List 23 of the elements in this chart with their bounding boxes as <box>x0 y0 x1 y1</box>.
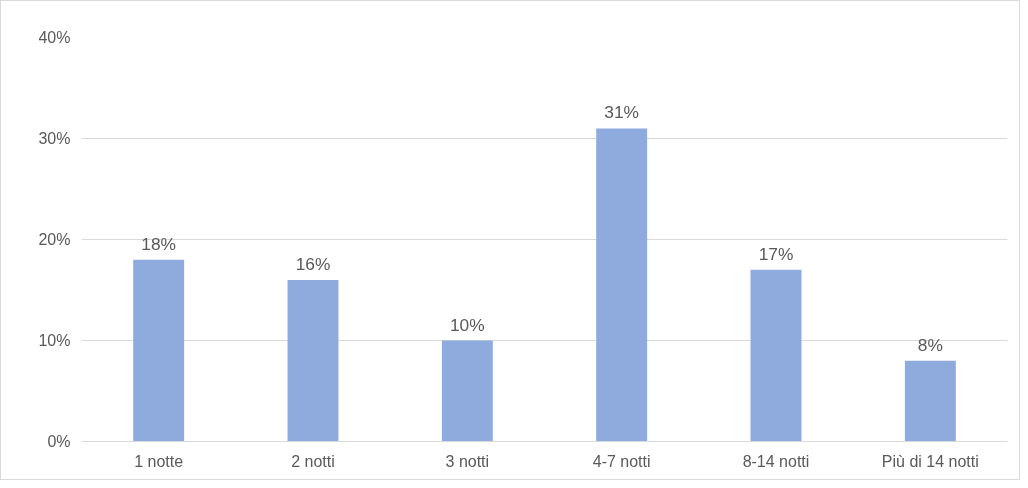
bar <box>441 340 493 442</box>
x-tick-label: 2 notti <box>291 452 335 470</box>
x-tick-label: 4-7 notti <box>592 452 651 470</box>
x-tick-label: 3 notti <box>445 452 490 470</box>
data-label: 18% <box>141 233 177 254</box>
bar <box>904 360 956 442</box>
bar <box>133 259 185 442</box>
data-label: 31% <box>604 102 640 123</box>
y-tick-label: 30% <box>38 130 71 147</box>
y-tick-label: 40% <box>38 29 71 46</box>
data-label: 8% <box>917 334 943 355</box>
x-tick-label: Più di 14 notti <box>881 452 979 470</box>
y-tick-label: 20% <box>38 231 71 248</box>
x-tick-label: 8-14 notti <box>742 452 810 470</box>
bar <box>750 269 802 442</box>
data-label: 17% <box>758 243 794 264</box>
x-tick-label: 1 notte <box>134 452 184 470</box>
bar <box>596 128 648 442</box>
data-label: 10% <box>449 314 485 335</box>
bar <box>287 279 339 442</box>
data-label: 16% <box>295 253 331 274</box>
y-tick-label: 0% <box>47 433 71 450</box>
y-tick-label: 10% <box>38 332 71 349</box>
